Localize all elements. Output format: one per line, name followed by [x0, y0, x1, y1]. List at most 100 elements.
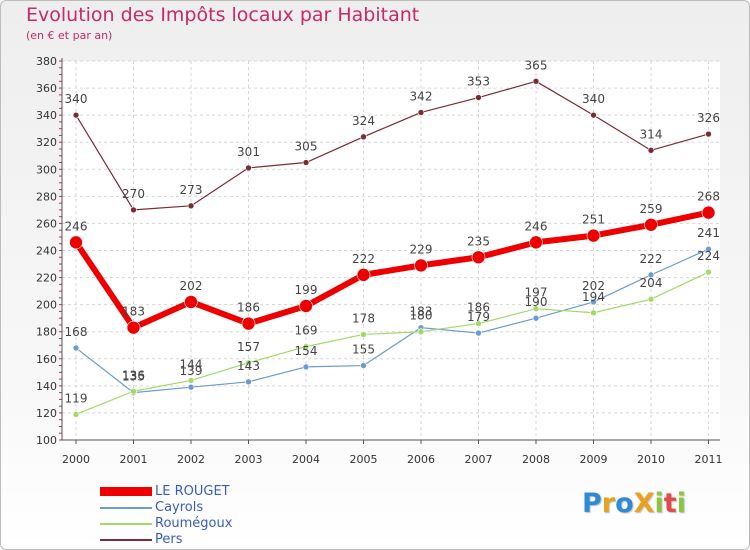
y-tick-label: 140	[36, 380, 57, 393]
data-point	[184, 295, 198, 309]
data-point	[532, 78, 540, 85]
y-tick-label: 120	[36, 407, 57, 420]
legend-label: Cayrols	[155, 500, 204, 515]
x-tick-label: 2005	[350, 453, 378, 466]
data-point	[705, 268, 712, 276]
series-line	[75, 80, 709, 211]
y-tick-label: 280	[36, 190, 57, 203]
data-point	[245, 378, 252, 386]
data-point	[130, 206, 137, 214]
legend-label: LE ROUGET	[155, 484, 230, 499]
data-point	[187, 377, 195, 384]
data-label: 273	[180, 183, 203, 197]
legend-swatch	[100, 523, 152, 525]
data-label: 259	[640, 202, 663, 216]
data-label: 241	[697, 226, 720, 240]
legend-label: Pers	[155, 532, 183, 547]
y-tick-label: 160	[36, 353, 57, 366]
data-label: 246	[525, 219, 548, 233]
chart-subtitle: (en € et par an)	[26, 29, 113, 42]
data-point	[532, 314, 540, 322]
data-point	[529, 235, 543, 250]
data-label: 324	[352, 114, 375, 128]
data-label: 246	[65, 219, 88, 233]
data-label: 186	[467, 301, 490, 315]
data-label: 229	[410, 242, 433, 256]
data-point	[475, 329, 482, 337]
x-tick-label: 2008	[522, 453, 550, 466]
data-point	[475, 94, 482, 101]
x-tick-label: 2001	[120, 453, 148, 466]
legend-swatch	[100, 539, 152, 541]
data-point	[417, 328, 425, 336]
data-label: 251	[582, 213, 605, 227]
data-point	[302, 343, 310, 350]
data-point	[187, 202, 195, 210]
data-label: 157	[237, 340, 260, 354]
data-label: 186	[237, 301, 260, 315]
data-label: 353	[467, 75, 490, 89]
data-label: 305	[295, 140, 318, 154]
data-point	[302, 363, 310, 371]
data-label: 143	[237, 359, 260, 373]
data-label: 301	[237, 145, 260, 159]
logo-letter: X	[633, 488, 655, 519]
data-point	[245, 164, 252, 172]
data-label: 340	[582, 92, 605, 106]
data-label: 136	[122, 368, 145, 382]
data-label: 204	[640, 276, 663, 290]
x-tick-label: 2004	[292, 453, 320, 466]
data-label: 183	[122, 305, 145, 319]
data-point	[647, 271, 655, 279]
data-label: 183	[410, 305, 433, 319]
data-label: 139	[180, 364, 203, 378]
y-tick-label: 220	[36, 272, 57, 285]
x-tick-label: 2009	[580, 453, 608, 466]
data-point	[360, 362, 367, 369]
logo-letter: i	[654, 488, 664, 519]
data-point	[705, 130, 712, 138]
data-point	[532, 305, 540, 313]
data-label: 202	[180, 279, 203, 293]
data-point	[360, 331, 367, 338]
data-label: 270	[122, 187, 145, 201]
data-label: 314	[640, 127, 663, 141]
x-tick-label: 2002	[177, 453, 205, 466]
series-line	[75, 248, 709, 394]
data-label: 119	[65, 391, 88, 405]
y-tick-label: 200	[36, 299, 57, 312]
legend-label: Roumégoux	[155, 516, 233, 531]
data-point	[69, 235, 83, 250]
x-tick-label: 2007	[465, 453, 493, 466]
data-point	[356, 268, 371, 282]
x-tick-label: 2006	[407, 453, 435, 466]
data-label: 194	[582, 290, 605, 304]
data-label: 168	[65, 325, 88, 339]
y-tick-label: 360	[36, 82, 57, 95]
legend-swatch	[100, 507, 152, 509]
data-point	[590, 309, 597, 317]
data-point	[647, 295, 655, 303]
data-point	[241, 316, 256, 331]
data-point	[590, 298, 597, 306]
proxiti-logo: ProXiti	[582, 488, 686, 519]
data-label: 190	[525, 295, 548, 309]
data-label: 326	[697, 111, 720, 125]
data-point	[475, 320, 482, 327]
logo-letter: t	[663, 488, 677, 519]
data-label: 199	[295, 283, 318, 297]
data-label: 178	[352, 311, 375, 325]
y-tick-label: 260	[36, 217, 57, 230]
x-tick-label: 2003	[235, 453, 263, 466]
data-label: 144	[180, 357, 203, 371]
chart-title: Evolution des Impôts locaux par Habitant	[26, 4, 420, 26]
data-label: 202	[582, 279, 605, 293]
data-label: 222	[352, 252, 375, 266]
data-point	[126, 320, 141, 335]
data-point	[471, 250, 486, 265]
data-label: 342	[410, 89, 433, 103]
logo-letter: o	[615, 488, 634, 519]
x-tick-label: 2011	[695, 453, 723, 466]
logo-letter: i	[676, 488, 686, 519]
